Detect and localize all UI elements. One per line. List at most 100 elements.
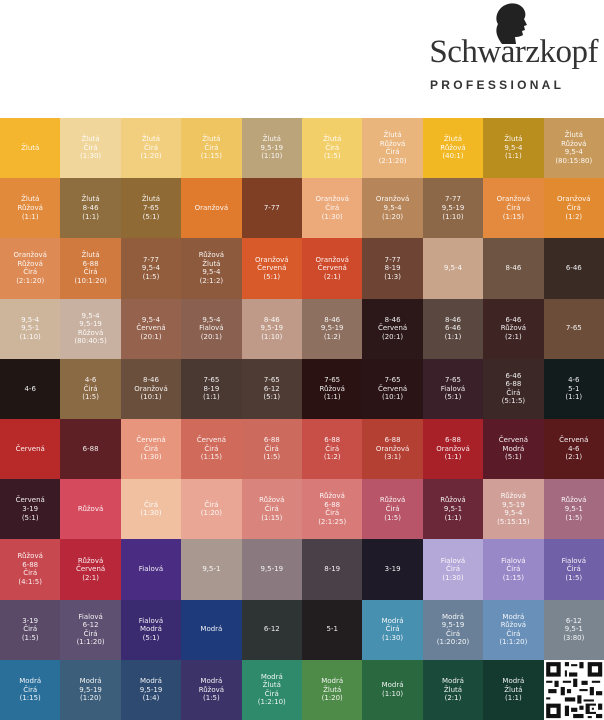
swatch-label: Čirá xyxy=(385,504,400,513)
color-swatch: Žlutá 8-46 (1:1) xyxy=(60,178,121,239)
swatch-label: Žlutá xyxy=(141,135,161,144)
color-swatch: Žlutá Růžová (40:1) xyxy=(422,118,484,179)
swatch-label: 9,5-1 xyxy=(443,504,463,513)
color-swatch: 7-77 9,5-4 (1:5) xyxy=(120,238,182,299)
swatch-label: Žlutá xyxy=(202,135,221,144)
color-swatch: Růžová Žlutá 9,5-4 (2:1:2) xyxy=(181,238,242,299)
swatch-label: (4:1:5) xyxy=(18,578,42,587)
swatch-label: (10:1:20) xyxy=(74,277,107,286)
swatch-label: Červená xyxy=(498,436,528,445)
swatch-label: Červená xyxy=(257,264,287,273)
swatch-label: Čirá xyxy=(325,509,340,518)
color-swatch: Červená xyxy=(0,419,61,480)
swatch-label: (1:15) xyxy=(200,453,222,462)
swatch-label: (1:5) xyxy=(263,453,281,462)
swatch-label: (1:20) xyxy=(140,152,162,161)
swatch-label: Modrá xyxy=(200,625,223,634)
swatch-label: Čirá xyxy=(445,629,460,638)
color-swatch: 5-1 xyxy=(302,599,363,660)
swatch-label: 5-1 xyxy=(568,384,580,393)
color-swatch: 4-6 Čirá (1:5) xyxy=(60,358,121,419)
swatch-label: (5:1) xyxy=(444,393,462,402)
color-swatch: Oranžová Čirá (1:15) xyxy=(483,178,544,239)
swatch-label: Růžová xyxy=(198,685,225,694)
swatch-label: (1:1) xyxy=(505,152,522,161)
swatch-label: Modrá xyxy=(381,616,404,625)
swatch-label: Fialová xyxy=(138,565,164,574)
swatch-label: (1:5) xyxy=(203,694,220,703)
swatch-label: Žlutá xyxy=(81,251,100,260)
swatch-label: Růžová xyxy=(379,139,406,148)
color-swatch: Růžová Čirá (1:5) xyxy=(362,479,423,540)
swatch-label: Červená xyxy=(15,444,45,453)
color-swatch: 9,5-4 9,5-19 Růžová (80:40:5) xyxy=(60,298,121,359)
swatch-label: Čirá xyxy=(83,143,98,152)
swatch-label: Žlutá xyxy=(504,135,523,144)
swatch-label: (5:1) xyxy=(21,513,39,522)
swatch-label: Čirá xyxy=(385,148,400,157)
color-swatch: Červená Čirá (1:30) xyxy=(120,419,182,480)
color-swatch: Čirá (1:20) xyxy=(181,479,242,540)
swatch-label: (1:2) xyxy=(323,453,341,462)
swatch-label: 9,5-19 xyxy=(502,500,525,509)
swatch-label: Oranžová xyxy=(315,255,349,264)
swatch-label: 7-65 xyxy=(263,376,280,384)
swatch-label: 7-77 xyxy=(263,203,280,212)
brand-tagline: PROFESSIONAL xyxy=(430,78,565,92)
swatch-label: (1:15) xyxy=(19,694,41,703)
swatch-label: Čirá xyxy=(204,500,219,509)
swatch-label: (1:1) xyxy=(444,453,462,462)
color-swatch: Žlutá Čirá (1:20) xyxy=(120,118,182,179)
swatch-label: Modrá xyxy=(321,677,344,685)
swatch-label: (1:20) xyxy=(321,694,343,703)
swatch-label: (1:2:10) xyxy=(257,698,286,707)
color-swatch: Červená Čirá (1:15) xyxy=(181,419,242,480)
swatch-label: (1:30) xyxy=(79,152,102,161)
color-swatch: Oranžová Červená (2:1) xyxy=(302,238,363,299)
swatch-label: Modrá xyxy=(260,672,283,681)
swatch-label: (2:1:2) xyxy=(199,277,224,286)
swatch-label: Čirá xyxy=(566,203,581,212)
swatch-label: 6-46 xyxy=(565,264,582,273)
swatch-label: (20:1) xyxy=(200,332,222,341)
swatch-label: Růžová xyxy=(198,251,225,260)
swatch-label: (1:1) xyxy=(444,332,462,341)
swatch-label: (1:5) xyxy=(384,513,401,522)
color-swatch: 9,5-4 xyxy=(422,238,484,299)
swatch-label: (2:1:20) xyxy=(16,277,45,286)
swatch-label: (1:3) xyxy=(384,272,401,281)
color-swatch: 8-46 Oranžová (10:1) xyxy=(120,358,182,419)
color-swatch: 9,5-4 9,5-1 (1:10) xyxy=(0,298,61,359)
swatch-label: 4-6 xyxy=(568,376,580,384)
swatch-label: Fialová xyxy=(78,612,103,621)
color-swatch: 8-46 9,5-19 (1:2) xyxy=(302,298,363,359)
color-swatch: Červená 3-19 (5:1) xyxy=(0,479,61,540)
color-swatch: 9,5-4 Fialová (20:1) xyxy=(181,298,242,359)
swatch-label: Žlutá xyxy=(383,130,402,139)
swatch-label: Červená xyxy=(15,496,45,505)
swatch-label: 9,5-19 xyxy=(320,324,344,333)
swatch-label: 9,5-4 xyxy=(81,311,100,320)
swatch-label: Žlutá xyxy=(443,685,463,694)
swatch-label: Růžová xyxy=(440,143,466,152)
color-swatch: Fialová Modrá (5:1) xyxy=(120,599,182,660)
swatch-label: 8-46 xyxy=(263,315,280,324)
swatch-label: Čirá xyxy=(23,685,38,694)
swatch-label: Červená xyxy=(136,436,166,445)
swatch-label: (1:30) xyxy=(321,212,343,221)
swatch-label: Fialová xyxy=(199,324,224,333)
color-swatch: Modrá Čirá (1:15) xyxy=(0,659,61,720)
color-swatch: Žlutá Čirá (1:15) xyxy=(181,118,242,179)
swatch-label: Žlutá xyxy=(81,195,100,204)
color-swatch: 7-65 8-19 (1:1) xyxy=(181,358,242,419)
swatch-label: Oranžová xyxy=(557,195,591,204)
swatch-label: 9,5-19 xyxy=(260,565,284,574)
swatch-label: (1:15) xyxy=(502,212,524,221)
swatch-label: (20:1) xyxy=(140,332,162,341)
swatch-label: (1:5) xyxy=(565,513,583,522)
color-swatch: 6-46 Růžová (2:1) xyxy=(483,298,544,359)
color-swatch: 4-6 xyxy=(0,358,61,419)
color-swatch: 8-46 xyxy=(483,238,544,299)
swatch-label: Růžová xyxy=(17,552,43,561)
swatch-label: (10:1) xyxy=(140,393,162,402)
